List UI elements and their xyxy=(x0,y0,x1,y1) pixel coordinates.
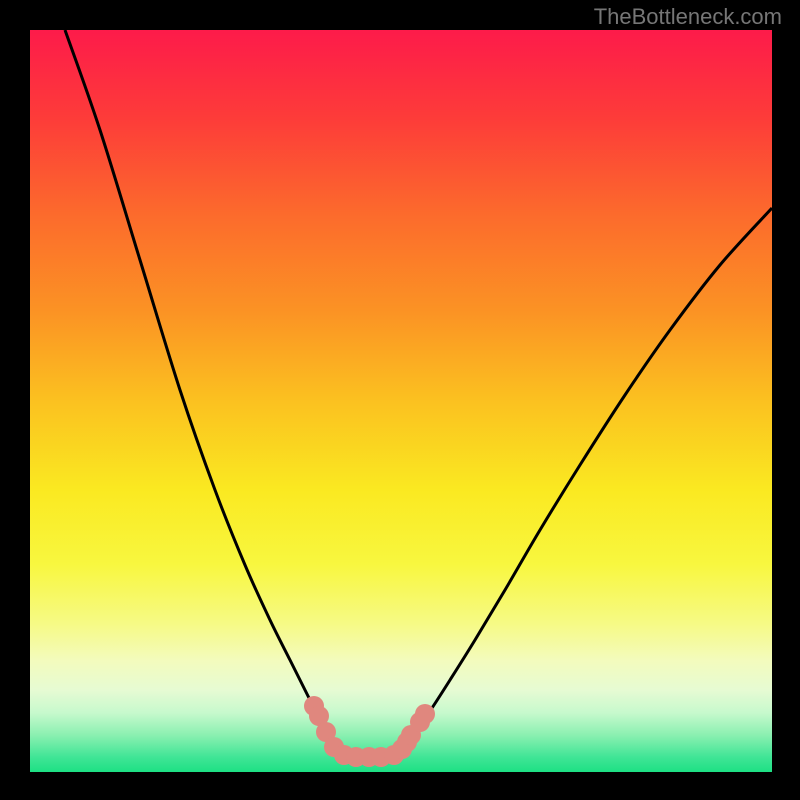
plot-background xyxy=(30,30,772,772)
chart-svg xyxy=(0,0,800,800)
watermark-text: TheBottleneck.com xyxy=(594,4,782,30)
data-marker xyxy=(415,704,435,724)
